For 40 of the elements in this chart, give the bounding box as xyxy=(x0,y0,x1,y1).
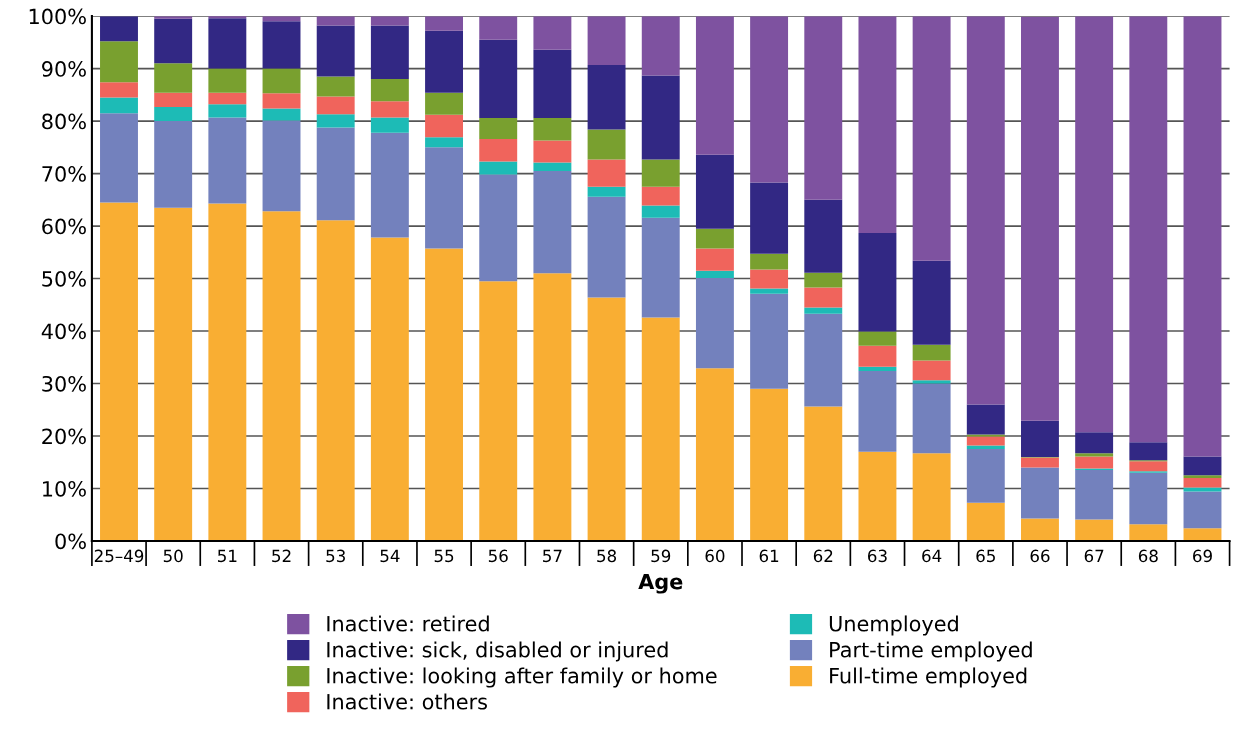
y-tick-label: 40% xyxy=(41,323,86,340)
x-tick-label: 58 xyxy=(597,549,617,563)
y-tick-label: 50% xyxy=(42,270,86,287)
legend-label: Inactive: looking after family or home xyxy=(327,667,717,688)
x-tick-label: 65 xyxy=(976,549,995,563)
y-tick-label: 100% xyxy=(29,8,86,25)
x-tick-label: 57 xyxy=(543,549,562,563)
y-tick-label: 20% xyxy=(42,428,86,445)
x-tick-label: 59 xyxy=(651,549,671,563)
x-tick-label: 53 xyxy=(326,549,345,563)
legend-label: Inactive: sick, disabled or injured xyxy=(327,641,668,662)
legend-label: Unemployed xyxy=(829,615,958,636)
legend-label: Part-time employed xyxy=(830,641,1032,662)
x-tick-label: 50 xyxy=(163,549,183,563)
legend-label: Inactive: retired xyxy=(327,615,489,632)
y-tick-label: 30% xyxy=(42,375,86,392)
x-tick-label: 61 xyxy=(759,549,779,563)
legend-label: Full-time employed xyxy=(830,667,1027,688)
x-tick-label: 54 xyxy=(380,549,400,563)
x-tick-label: 66 xyxy=(1030,549,1050,563)
x-tick-label: 63 xyxy=(868,549,887,563)
y-tick-label: 60% xyxy=(42,218,86,235)
x-tick-label: 55 xyxy=(434,549,454,563)
y-tick-label: 0% xyxy=(55,533,86,550)
x-tick-label: 25–49 xyxy=(94,549,144,563)
y-tick-label: 70% xyxy=(42,166,86,182)
x-tick-label: 60 xyxy=(705,549,725,563)
x-tick-label: 64 xyxy=(922,549,942,563)
y-tick-label: 90% xyxy=(42,61,86,77)
y-tick-label: 10% xyxy=(43,480,86,497)
x-tick-label: 56 xyxy=(488,549,508,563)
x-tick-label: 68 xyxy=(1138,549,1158,563)
x-tick-label: 52 xyxy=(272,549,291,563)
x-axis-title: Age xyxy=(638,573,683,594)
y-tick-label: 80% xyxy=(42,113,86,130)
x-tick-label: 51 xyxy=(218,549,237,563)
x-tick-label: 69 xyxy=(1193,549,1212,563)
x-tick-label: 67 xyxy=(1084,549,1104,563)
legend-label: Inactive: others xyxy=(327,693,487,710)
x-tick-label: 62 xyxy=(813,549,833,563)
